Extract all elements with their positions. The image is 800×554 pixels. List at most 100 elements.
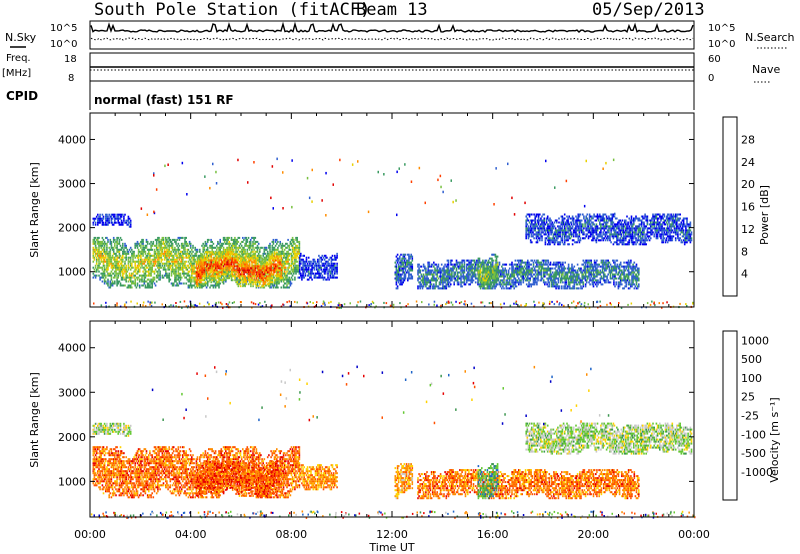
scatter-cell xyxy=(135,244,138,247)
scatter-cell xyxy=(103,246,106,249)
scatter-cell xyxy=(168,268,170,271)
scatter-cell xyxy=(178,268,181,271)
scatter-cell xyxy=(202,266,204,269)
scatter-cell xyxy=(182,254,184,257)
scatter-cell xyxy=(133,274,135,277)
scatter-cell xyxy=(410,261,412,264)
scatter-cell xyxy=(270,282,272,285)
scatter-cell xyxy=(264,246,267,249)
scatter-cell xyxy=(208,260,210,263)
scatter-cell xyxy=(540,275,543,278)
scatter-cell xyxy=(169,244,172,247)
scatter-cell xyxy=(168,276,170,279)
scatter-cell xyxy=(229,255,232,258)
scatter-cell xyxy=(124,252,126,255)
scatter-cell xyxy=(549,263,552,266)
scatter-cell xyxy=(128,276,131,279)
scatter-cell xyxy=(159,240,161,243)
scatter-cell xyxy=(125,219,127,222)
scatter-cell xyxy=(507,273,510,276)
scatter-cell xyxy=(247,255,250,258)
scatter-cell xyxy=(92,246,95,249)
scatter-cell xyxy=(404,275,407,278)
scatter-cell xyxy=(253,277,256,280)
scatter-cell xyxy=(256,279,259,282)
scatter-cell xyxy=(278,244,280,247)
scatter-cell xyxy=(219,268,221,271)
scatter-cell xyxy=(285,242,287,245)
scatter-cell xyxy=(250,275,252,278)
scatter-cell xyxy=(174,238,176,241)
scatter-cell xyxy=(227,248,229,251)
scatter-cell xyxy=(231,271,234,274)
scatter-cell xyxy=(262,285,265,288)
nsearch-tick-bottom: 10^0 xyxy=(708,39,735,50)
scatter-cell xyxy=(324,272,327,275)
scatter-cell xyxy=(227,238,229,241)
scatter-cell xyxy=(549,261,552,264)
scatter-cell xyxy=(241,257,243,260)
scatter-cell xyxy=(502,285,504,288)
scatter-cell xyxy=(279,267,282,270)
scatter-cell xyxy=(122,254,124,257)
scatter-cell xyxy=(473,259,476,262)
scatter-cell xyxy=(213,284,216,287)
scatter-cell xyxy=(258,263,260,266)
scatter-cell xyxy=(166,258,168,261)
scatter-cell xyxy=(136,244,139,247)
scatter-cell xyxy=(120,266,123,269)
scatter-cell xyxy=(399,255,401,258)
scatter-cell xyxy=(109,262,112,265)
scatter-cell xyxy=(271,244,274,247)
scatter-cell xyxy=(167,266,169,269)
scatter-cell xyxy=(300,252,302,255)
scatter-cell xyxy=(110,276,113,279)
scatter-cell xyxy=(199,286,201,289)
scatter-cell xyxy=(116,244,118,247)
scatter-cell xyxy=(277,271,279,274)
scatter-cell xyxy=(100,266,102,269)
scatter-cell xyxy=(250,283,252,286)
scatter-cell xyxy=(111,280,114,283)
scatter-cell xyxy=(100,242,102,245)
scatter-cell xyxy=(288,280,290,283)
scatter-cell xyxy=(242,270,244,273)
scatter-cell xyxy=(98,244,100,247)
scatter-cell xyxy=(537,277,539,280)
scatter-cell xyxy=(216,248,218,251)
scatter-cell xyxy=(112,213,115,216)
scatter-cell xyxy=(122,284,124,287)
scatter-cell xyxy=(160,250,163,253)
scatter-cell xyxy=(169,266,172,269)
scatter-cell xyxy=(479,283,482,286)
scatter-cell xyxy=(183,282,185,285)
scatter-cell xyxy=(150,266,152,269)
scatter-cell xyxy=(283,260,286,263)
scatter-cell xyxy=(261,257,263,260)
scatter-cell xyxy=(167,276,169,279)
scatter-cell xyxy=(238,275,241,278)
scatter-cell xyxy=(137,260,140,263)
scatter-cell xyxy=(237,256,240,259)
scatter-cell xyxy=(547,261,549,264)
scatter-cell xyxy=(108,286,110,289)
scatter-cell xyxy=(182,250,184,253)
scatter-cell xyxy=(457,275,460,278)
scatter-cell xyxy=(226,272,228,275)
scatter-cell xyxy=(146,252,149,255)
scatter-cell xyxy=(98,240,100,243)
scatter-cell xyxy=(443,275,445,278)
scatter-cell xyxy=(169,262,172,265)
scatter-cell xyxy=(106,252,108,255)
scatter-cell xyxy=(285,246,287,249)
scatter-cell xyxy=(178,256,181,259)
scatter-cell xyxy=(209,254,211,257)
scatter-cell xyxy=(268,263,270,266)
scatter-cell xyxy=(320,268,322,271)
scatter-cell xyxy=(122,256,124,259)
scatter-cell xyxy=(180,256,183,259)
scatter-cell xyxy=(433,265,435,268)
scatter-cell xyxy=(143,274,146,277)
scatter-cell xyxy=(221,271,224,274)
scatter-cell xyxy=(166,262,168,265)
